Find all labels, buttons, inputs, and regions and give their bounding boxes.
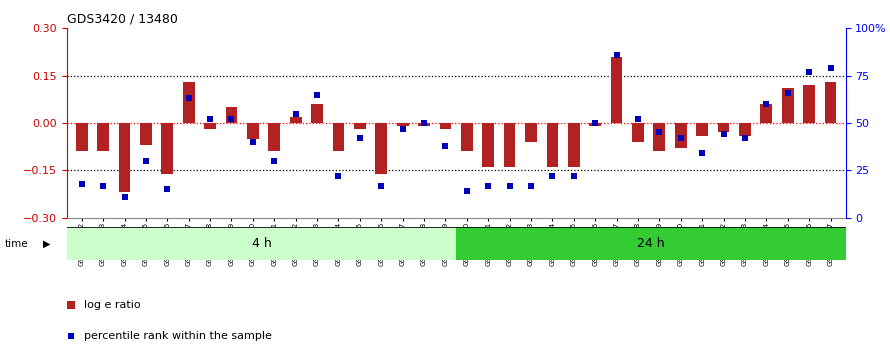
- Bar: [804, 85, 815, 123]
- Bar: [354, 123, 366, 129]
- Bar: [397, 123, 409, 126]
- Text: 24 h: 24 h: [637, 237, 665, 250]
- Bar: [376, 123, 387, 173]
- Bar: [482, 123, 494, 167]
- Bar: [504, 123, 515, 167]
- Text: percentile rank within the sample: percentile rank within the sample: [84, 331, 271, 342]
- Bar: [461, 123, 473, 152]
- Bar: [546, 123, 558, 167]
- Bar: [456, 227, 846, 260]
- Bar: [760, 104, 773, 123]
- Bar: [653, 123, 665, 152]
- Bar: [225, 107, 238, 123]
- Bar: [589, 123, 601, 126]
- Bar: [118, 123, 131, 193]
- Bar: [825, 82, 837, 123]
- Bar: [247, 123, 259, 139]
- Text: time: time: [4, 239, 28, 249]
- Bar: [568, 123, 579, 167]
- Bar: [632, 123, 643, 142]
- Bar: [140, 123, 152, 145]
- Bar: [696, 123, 708, 136]
- Bar: [525, 123, 537, 142]
- Bar: [182, 82, 195, 123]
- Text: ▶: ▶: [43, 239, 50, 249]
- Bar: [717, 123, 730, 132]
- Bar: [269, 123, 280, 152]
- Text: log e ratio: log e ratio: [84, 299, 141, 310]
- Bar: [675, 123, 687, 148]
- Bar: [97, 123, 109, 152]
- Bar: [312, 104, 323, 123]
- Bar: [418, 123, 430, 126]
- Bar: [739, 123, 751, 136]
- Bar: [290, 117, 302, 123]
- Bar: [67, 227, 456, 260]
- Bar: [161, 123, 174, 173]
- Bar: [204, 123, 216, 129]
- Text: GDS3420 / 13480: GDS3420 / 13480: [67, 12, 178, 25]
- Bar: [76, 123, 87, 152]
- Bar: [440, 123, 451, 129]
- Text: 4 h: 4 h: [252, 237, 271, 250]
- Bar: [781, 88, 794, 123]
- Bar: [333, 123, 344, 152]
- Bar: [611, 57, 622, 123]
